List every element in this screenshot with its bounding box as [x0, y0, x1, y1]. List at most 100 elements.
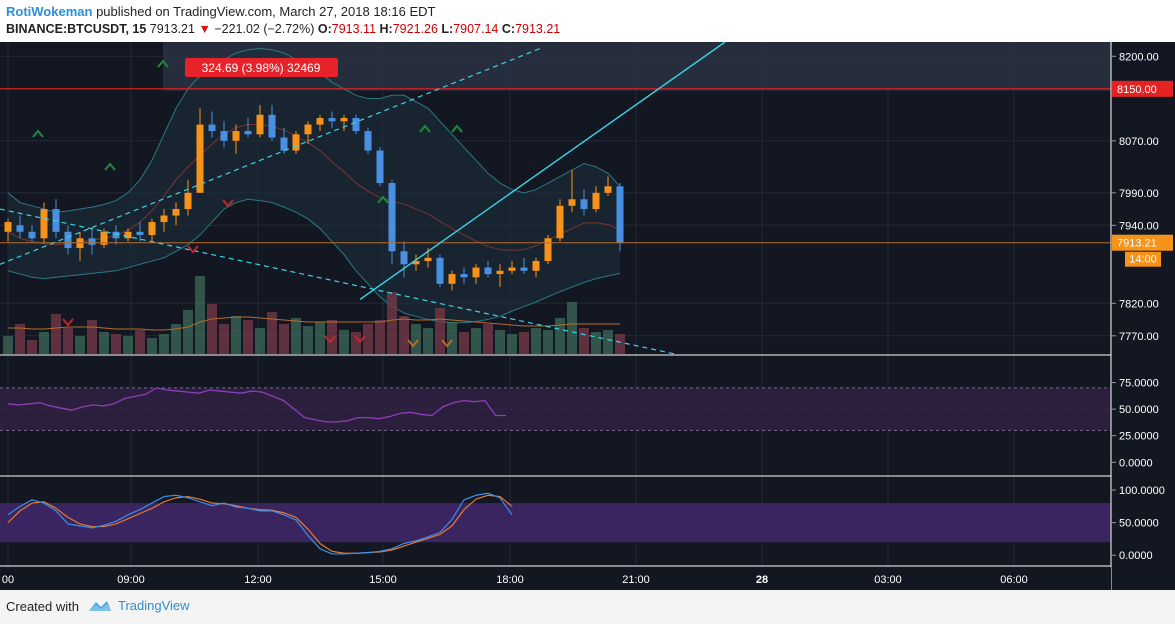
- candle-up: [124, 231, 132, 239]
- channel-upper-dashed: [0, 47, 541, 265]
- candle-up: [544, 238, 552, 262]
- bollinger-lower: [7, 198, 621, 324]
- candle-up: [184, 192, 192, 210]
- volume-bar: [219, 324, 229, 354]
- volume-bar: [123, 336, 133, 354]
- low-value: 7907.14: [453, 22, 499, 36]
- author-link[interactable]: RotiWokeman: [6, 4, 93, 19]
- volume-bar: [519, 332, 529, 354]
- symbol-name: BINANCE:BTCUSDT, 15: [6, 22, 147, 36]
- candle-down: [616, 186, 624, 243]
- volume-bar: [87, 320, 97, 354]
- price-tick-label: 8070.00: [1119, 136, 1159, 148]
- candle-down: [580, 199, 588, 210]
- tradingview-link[interactable]: TradingView: [88, 598, 190, 613]
- volume-bar: [543, 330, 553, 354]
- sell-signal-arrow: [441, 339, 453, 348]
- volume-bar: [183, 310, 193, 354]
- volume-bar: [351, 332, 361, 354]
- down-triangle-icon: ▼: [198, 22, 211, 36]
- sell-signal-arrow: [354, 335, 366, 344]
- low-label: L:: [441, 22, 454, 36]
- candle-up: [568, 199, 576, 206]
- tradingview-brand: TradingView: [118, 598, 190, 613]
- candle-up: [472, 267, 480, 278]
- volume-bar: [27, 340, 37, 354]
- volume-bar: [39, 332, 49, 354]
- volume-bar: [507, 334, 517, 354]
- volume-bar: [411, 324, 421, 354]
- volume-bar: [495, 330, 505, 354]
- volume-bar: [267, 312, 277, 354]
- volume-bar: [567, 302, 577, 354]
- time-tick-label: 09:00: [117, 574, 145, 586]
- candle-up: [232, 131, 240, 141]
- candle-up: [256, 114, 264, 135]
- stoch-tick-label: 50.0000: [1119, 518, 1159, 530]
- close-label: C:: [501, 22, 516, 36]
- candle-down: [400, 251, 408, 265]
- price-tick-label: 7820.00: [1119, 298, 1159, 310]
- volume-ma: [8, 316, 620, 331]
- volume-bar: [99, 332, 109, 354]
- volume-bar: [459, 332, 469, 354]
- volume-bar: [579, 328, 589, 354]
- created-with-text: Created with: [6, 599, 79, 614]
- price-labels: 8150.00 7913.21 14:00: [1112, 80, 1173, 267]
- volume-bar: [243, 320, 253, 354]
- countdown-label: 14:00: [1129, 254, 1157, 266]
- candle-down: [484, 267, 492, 275]
- price-axis-bg: [1111, 42, 1175, 590]
- chart-area[interactable]: 324.69 (3.98%) 32469 8200.00 8150.00 8070.…: [0, 42, 1175, 590]
- candle-up: [424, 257, 432, 262]
- time-tick-label: 12:00: [244, 574, 272, 586]
- candle-up: [4, 222, 12, 232]
- measure-label-box: [185, 58, 338, 77]
- candle-down: [268, 114, 276, 138]
- buy-signal-arrow: [451, 124, 463, 133]
- volume-bar: [75, 336, 85, 354]
- publish-line: RotiWokeman published on TradingView.com…: [6, 4, 435, 19]
- candle-down: [208, 124, 216, 132]
- candle-up: [40, 209, 48, 239]
- candles: [4, 105, 624, 291]
- volume-bar: [447, 322, 457, 354]
- price-tick-label: 8200.00: [1119, 51, 1159, 63]
- open-label: O:: [317, 22, 332, 36]
- sell-signal-arrow: [324, 335, 336, 344]
- buy-signal-arrow: [104, 162, 116, 171]
- candle-up: [172, 209, 180, 216]
- volume-bar: [159, 334, 169, 354]
- sell-signal-arrow: [222, 199, 234, 208]
- high-value: 7921.26: [392, 22, 438, 36]
- volume-bar: [327, 320, 337, 354]
- sell-signal-arrow: [187, 245, 199, 254]
- candle-up: [412, 261, 420, 265]
- volume-bar: [363, 324, 373, 354]
- candle-up: [292, 134, 300, 151]
- volume-bar: [483, 324, 493, 354]
- sell-signal-arrow: [407, 339, 419, 348]
- candle-up: [316, 118, 324, 125]
- symbol-line: BINANCE:BTCUSDT, 15 7913.21 ▼ −221.02 (−…: [6, 22, 560, 36]
- volume-bar: [3, 336, 13, 354]
- buy-signal-arrow: [157, 59, 169, 68]
- rsi-tick-label: 0.0000: [1119, 457, 1153, 469]
- candle-down: [52, 209, 60, 232]
- volume-bar: [339, 330, 349, 354]
- candle-up: [592, 192, 600, 210]
- candle-up: [604, 186, 612, 193]
- candle-down: [220, 131, 228, 141]
- price-change: −221.02 (−2.72%): [214, 22, 315, 36]
- candle-up: [496, 270, 504, 275]
- volume-bar: [291, 318, 301, 354]
- open-value: 7913.11: [331, 22, 377, 36]
- candle-down: [244, 131, 252, 135]
- close-value: 7913.21: [515, 22, 561, 36]
- volume-bar: [375, 320, 385, 354]
- volume-bar: [51, 314, 61, 354]
- volume-bar: [231, 316, 241, 354]
- candle-down: [280, 137, 288, 151]
- candle-down: [376, 150, 384, 184]
- stoch-d-line: [7, 494, 513, 554]
